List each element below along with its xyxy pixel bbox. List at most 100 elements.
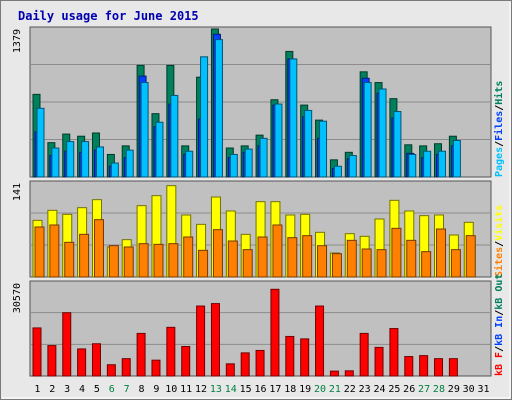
bar-kb-f xyxy=(359,332,369,377)
x-tick-label: 3 xyxy=(64,384,70,395)
bar-pages xyxy=(110,162,119,178)
bar-kb-f xyxy=(374,346,384,377)
bar-pages xyxy=(319,120,328,178)
bar-sites xyxy=(257,236,268,278)
bar-sites xyxy=(183,236,194,278)
bar-sites xyxy=(227,240,238,278)
bar-pages xyxy=(66,141,75,178)
bar-sites xyxy=(64,241,75,278)
bar-pages xyxy=(393,111,402,178)
bar-kb-f xyxy=(404,356,414,377)
legend-separator: / xyxy=(494,310,505,316)
bar-kb-f xyxy=(196,305,206,377)
x-tick-label: 7 xyxy=(124,384,130,395)
x-tick-label: 25 xyxy=(388,384,400,395)
bar-kb-f xyxy=(270,288,280,377)
x-tick-label: 20 xyxy=(314,384,326,395)
x-tick-label: 30 xyxy=(463,384,475,395)
bar-kb-f xyxy=(329,370,339,377)
x-tick-label: 31 xyxy=(478,384,490,395)
y-max-label: 141 xyxy=(12,183,23,201)
bar-sites xyxy=(272,224,283,278)
bar-sites xyxy=(302,235,313,278)
x-tick-label: 18 xyxy=(284,384,296,395)
bar-sites xyxy=(391,227,402,278)
bar-sites xyxy=(198,249,209,278)
x-tick-label: 1 xyxy=(34,384,40,395)
bar-sites xyxy=(465,235,476,278)
bar-kb-f xyxy=(166,326,176,377)
legend-separator: / xyxy=(494,141,505,147)
legend-item: kB In xyxy=(494,316,505,346)
bar-sites xyxy=(168,243,179,278)
x-tick-label: 13 xyxy=(210,384,222,395)
bar-kb-f xyxy=(255,349,265,377)
bar-kb-f xyxy=(136,332,146,377)
y-max-label: 30570 xyxy=(12,283,23,313)
legend-item: kB F xyxy=(494,352,505,376)
bar-pages xyxy=(274,103,283,178)
x-tick-label: 22 xyxy=(344,384,356,395)
bar-pages xyxy=(81,141,90,178)
bar-kb-f xyxy=(91,343,101,377)
chart-title: Daily usage for June 2015 xyxy=(18,9,199,23)
bar-kb-f xyxy=(240,352,250,377)
bar-pages xyxy=(244,148,253,178)
bar-kb-f xyxy=(77,348,87,377)
bar-kb-f xyxy=(448,358,458,377)
x-tick-label: 29 xyxy=(448,384,460,395)
legend-text: Sites/Visits xyxy=(493,205,505,277)
bar-pages xyxy=(36,107,45,178)
x-tick-label: 2 xyxy=(49,384,55,395)
y-max-label: 1379 xyxy=(12,29,23,53)
bar-sites xyxy=(34,226,45,278)
x-tick-label: 6 xyxy=(109,384,115,395)
x-tick-label: 24 xyxy=(373,384,385,395)
bar-kb-f xyxy=(181,345,191,377)
x-tick-label: 5 xyxy=(94,384,100,395)
bar-pages xyxy=(333,165,342,178)
legend-separator: / xyxy=(494,346,505,352)
x-tick-label: 27 xyxy=(418,384,430,395)
x-tick-label: 23 xyxy=(359,384,371,395)
bar-sites xyxy=(376,249,387,278)
bar-kb-f xyxy=(106,364,116,377)
legend-item: kB Out xyxy=(494,274,505,310)
bar-pages xyxy=(229,153,238,178)
bar-pages xyxy=(95,146,104,178)
bar-pages xyxy=(438,150,447,178)
bar-kb-f xyxy=(225,363,235,377)
x-tick-label: 10 xyxy=(165,384,177,395)
x-tick-label: 14 xyxy=(225,384,237,395)
bar-sites xyxy=(123,246,134,278)
bar-sites xyxy=(436,228,447,278)
bar-sites xyxy=(421,251,432,278)
bar-sites xyxy=(93,219,104,278)
bar-pages xyxy=(452,140,461,178)
legend-separator: / xyxy=(494,241,505,247)
x-tick-label: 26 xyxy=(403,384,415,395)
legend-visits_sites: Sites/Visits xyxy=(493,205,505,277)
bar-kb-f xyxy=(121,358,131,377)
legend-text: Pages/Files/Hits xyxy=(493,81,505,177)
x-tick-label: 8 xyxy=(139,384,145,395)
x-tick-label: 4 xyxy=(79,384,85,395)
bar-sites xyxy=(49,224,60,278)
bar-pages xyxy=(408,153,417,178)
bar-pages xyxy=(289,58,298,178)
x-tick-label: 12 xyxy=(195,384,207,395)
bar-pages xyxy=(200,56,209,178)
bar-sites xyxy=(138,243,149,278)
bar-kb-f xyxy=(151,359,161,377)
legend-item: Pages xyxy=(494,147,505,177)
bar-sites xyxy=(242,249,253,278)
bar-pages xyxy=(214,39,223,178)
bar-kb-f xyxy=(434,358,444,377)
bar-pages xyxy=(423,150,432,178)
bar-kb-f xyxy=(419,355,429,377)
legend-text: kB F/kB In/kB Out xyxy=(494,274,505,376)
bar-sites xyxy=(108,245,119,278)
bar-pages xyxy=(125,149,134,178)
